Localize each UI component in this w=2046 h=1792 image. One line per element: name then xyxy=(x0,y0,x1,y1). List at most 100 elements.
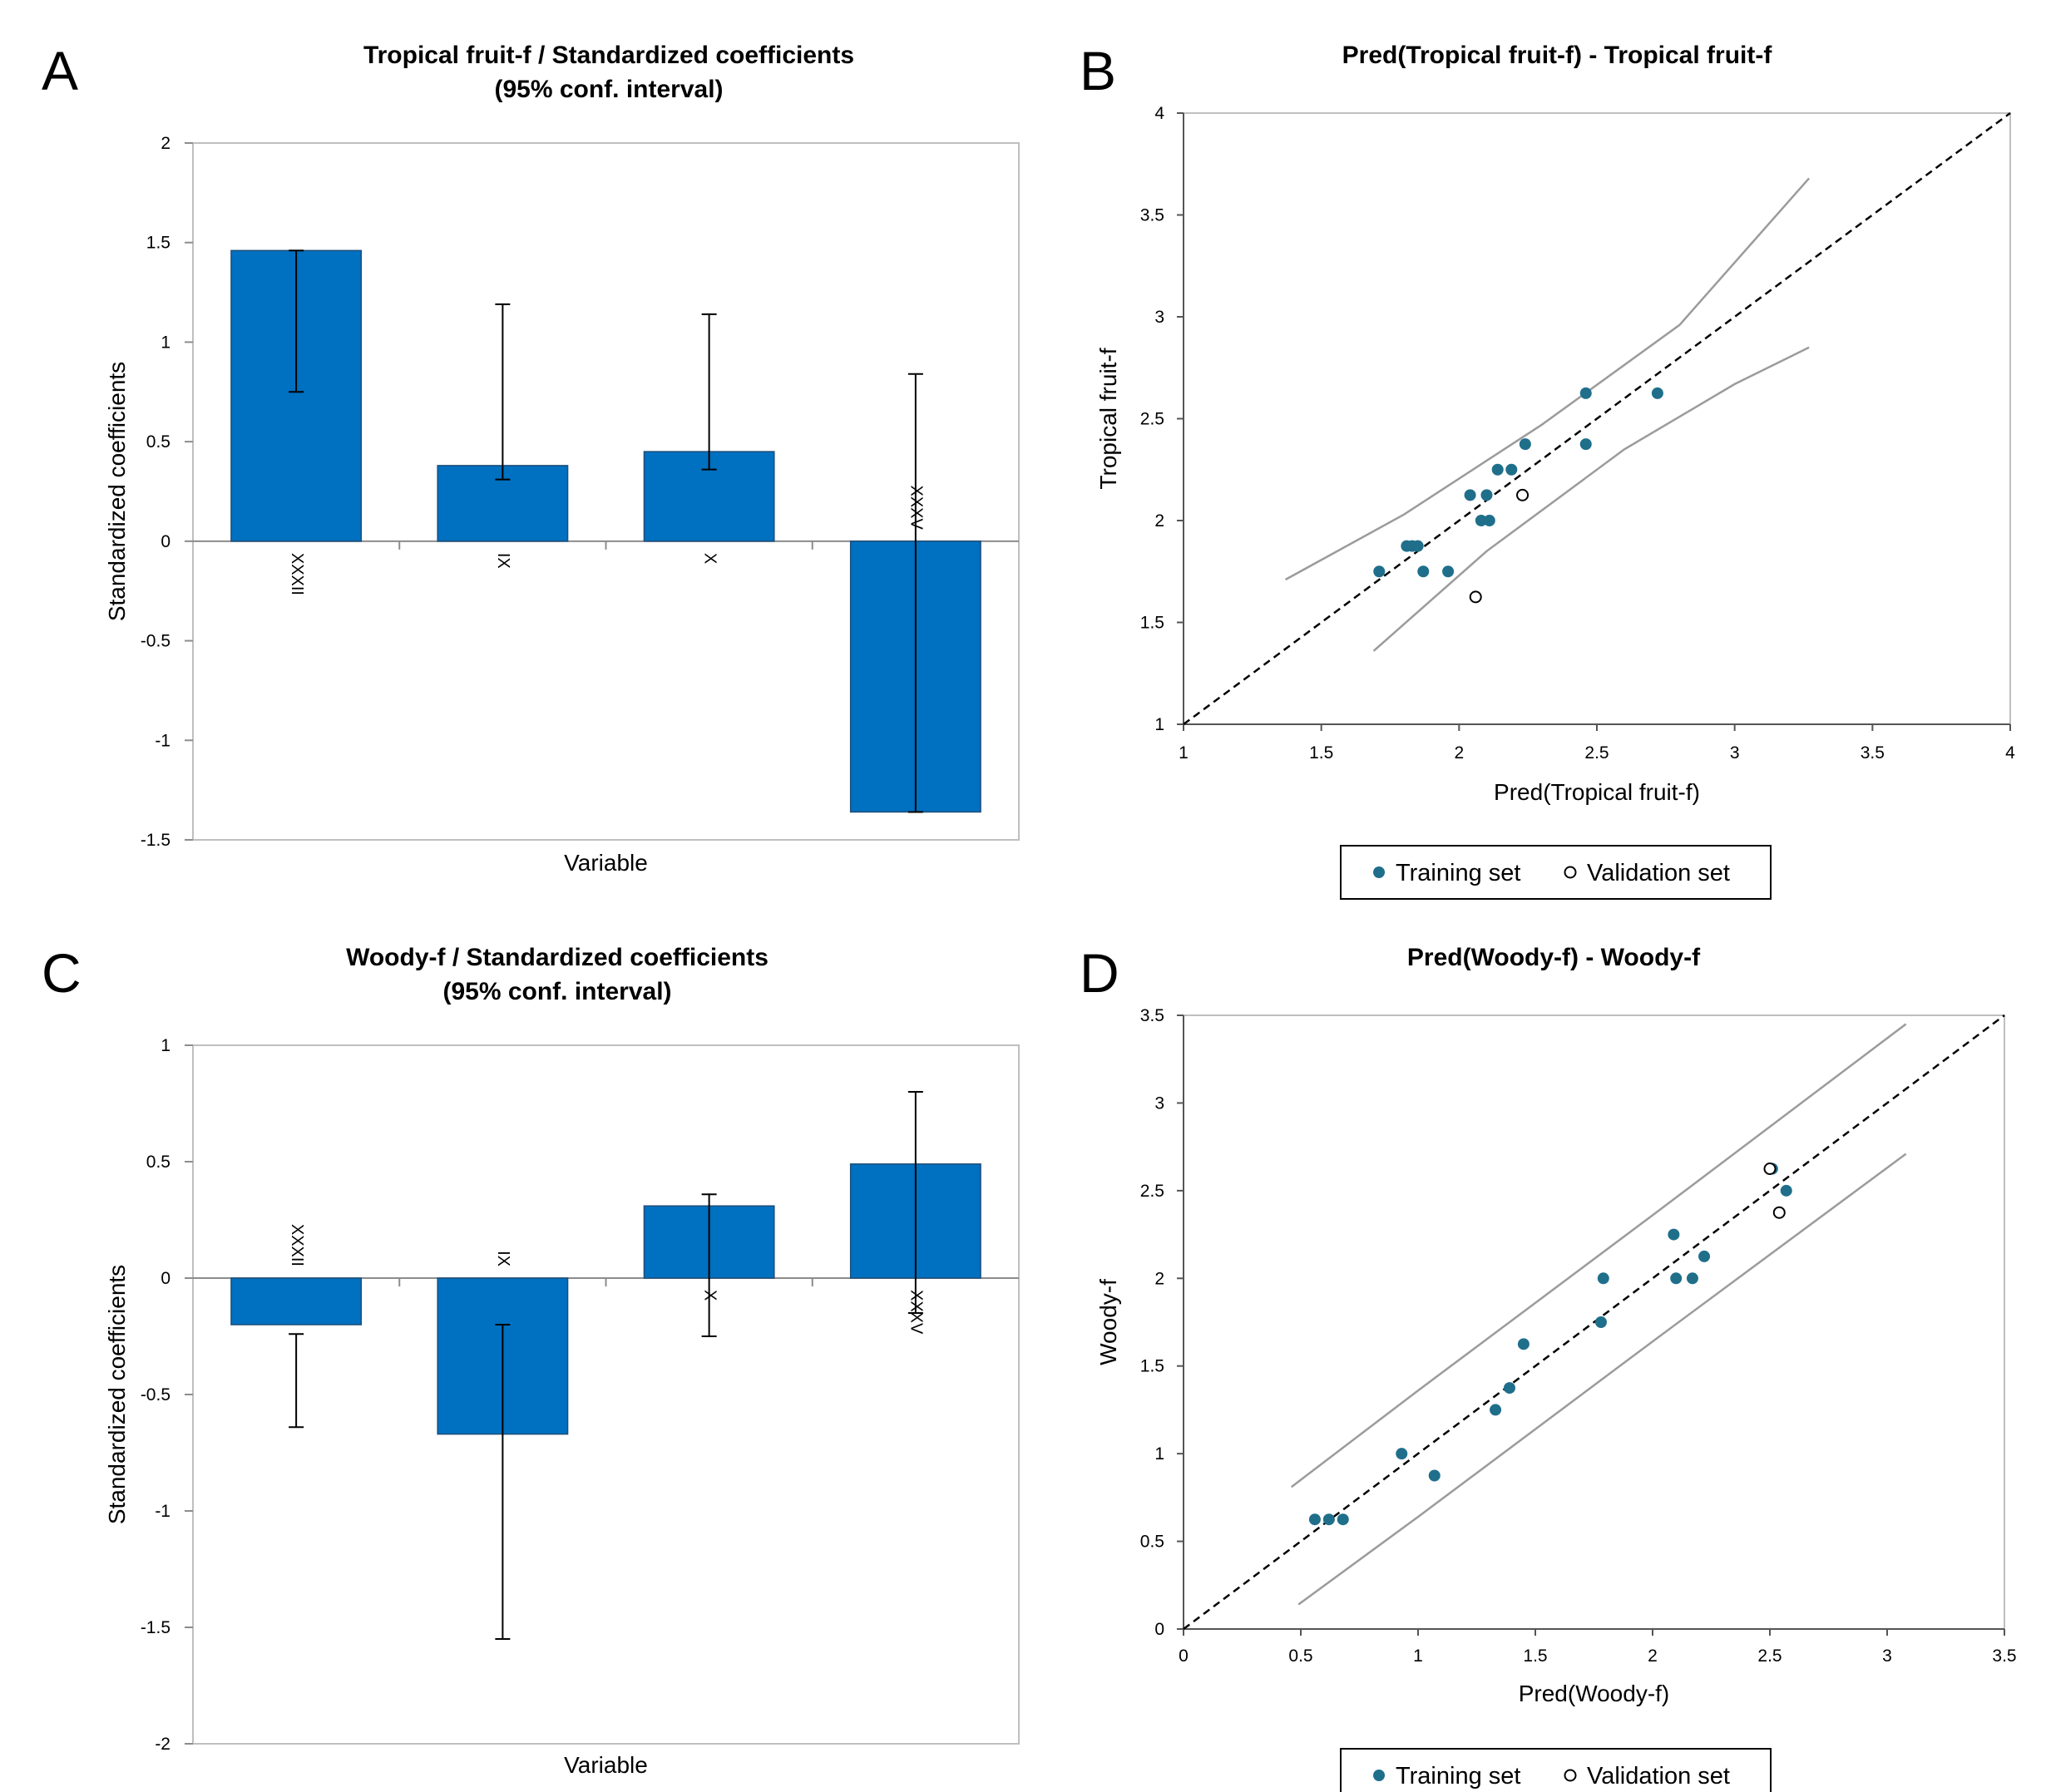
x-tick-label: 0 xyxy=(1179,1646,1189,1666)
identity-line xyxy=(1183,111,2011,726)
training-point xyxy=(1698,1250,1711,1262)
x-tick-label: 1.5 xyxy=(1309,743,1333,763)
training-point xyxy=(1442,565,1455,578)
y-tick-label: 3 xyxy=(1154,308,1164,327)
plot-frame xyxy=(192,142,1020,841)
y-tick-label: 2 xyxy=(1154,511,1164,531)
upper-confidence-band xyxy=(1284,177,1811,581)
y-tick-label: -1 xyxy=(155,1502,170,1521)
panel-letter: C xyxy=(42,942,82,1004)
training-point xyxy=(1373,565,1386,578)
panel-letter: B xyxy=(1080,40,1116,101)
panel-d: D Pred(Woody-f) - Woody-f 0 0.5 1 1.5 2 2.5 3 3.5… xyxy=(1080,942,2017,1792)
training-point xyxy=(1475,515,1487,526)
training-point xyxy=(1483,515,1495,526)
legend-training-marker xyxy=(1373,866,1385,878)
panel-letter: A xyxy=(42,40,78,101)
y-tick-label: 0.5 xyxy=(146,1153,170,1172)
y-tick-label: 1 xyxy=(1154,715,1164,734)
category-label: XXXII xyxy=(288,1224,306,1266)
y-tick-label: 0 xyxy=(161,532,170,551)
training-point xyxy=(1503,1382,1515,1395)
legend: Training set Validation set xyxy=(1340,1748,1772,1792)
chart-title: Pred(Woody-f) - Woody-f xyxy=(1407,944,1701,971)
y-axis-label: Woody-f xyxy=(1095,1279,1121,1365)
category-label: XXXII xyxy=(288,553,306,595)
validation-point xyxy=(1516,488,1530,501)
y-tick-label: 2 xyxy=(1154,1269,1164,1288)
training-point xyxy=(1491,463,1504,476)
legend: Training set Validation set xyxy=(1340,845,1772,900)
lower-confidence-band xyxy=(1297,1153,1907,1606)
training-point xyxy=(1670,1272,1683,1285)
training-point xyxy=(1686,1272,1698,1285)
chart-title: Pred(Tropical fruit-f) - Tropical fruit-… xyxy=(1342,42,1773,69)
x-axis-label: Pred(Tropical fruit-f) xyxy=(1494,779,1700,805)
y-axis-label: Standardized coefficients xyxy=(104,362,130,621)
x-tick-label: 3 xyxy=(1730,743,1740,763)
x-axis-label: Variable xyxy=(564,850,648,876)
y-axis-label: Tropical fruit-f xyxy=(1095,348,1121,489)
panel-a: A Tropical fruit-f / Standardized coeffic… xyxy=(42,40,1020,876)
training-point xyxy=(1396,1448,1408,1460)
y-tick-label: -0.5 xyxy=(141,632,170,651)
training-point xyxy=(1651,387,1663,399)
bar xyxy=(230,1277,363,1325)
panel-letter: D xyxy=(1080,942,1119,1004)
y-tick-label: 1.5 xyxy=(146,234,170,253)
y-tick-label: 3 xyxy=(1154,1093,1164,1113)
y-tick-label: 0 xyxy=(161,1269,170,1288)
training-point xyxy=(1417,565,1430,578)
x-tick-label: 3 xyxy=(1882,1646,1892,1666)
upper-confidence-band xyxy=(1290,1023,1907,1488)
training-point xyxy=(1322,1513,1335,1526)
y-tick-label: 1.5 xyxy=(1140,614,1164,633)
category-label: IX xyxy=(494,1251,512,1266)
training-point xyxy=(1480,489,1493,501)
y-tick-label: 2 xyxy=(161,134,170,153)
training-point xyxy=(1579,387,1592,399)
x-tick-label: 0.5 xyxy=(1288,1646,1312,1666)
legend-training-label: Training set xyxy=(1396,1763,1520,1790)
x-tick-label: 1 xyxy=(1413,1646,1423,1666)
y-tick-label: 2.5 xyxy=(1140,410,1164,429)
x-tick-label: 2.5 xyxy=(1757,1646,1782,1666)
training-point xyxy=(1505,463,1518,476)
y-tick-label: 0.5 xyxy=(1140,1533,1164,1552)
legend-validation-marker xyxy=(1564,866,1577,879)
legend-training-marker xyxy=(1373,1770,1385,1781)
y-tick-label: 1 xyxy=(161,333,170,352)
legend-validation-marker xyxy=(1564,1769,1577,1782)
training-point xyxy=(1579,438,1592,451)
x-axis-label: Variable xyxy=(564,1752,648,1778)
validation-point xyxy=(1772,1206,1786,1219)
training-point xyxy=(1428,1469,1441,1482)
y-tick-label: -0.5 xyxy=(141,1385,170,1404)
legend-validation-label: Validation set xyxy=(1587,1763,1730,1790)
chart-subtitle: (95% conf. interval) xyxy=(494,76,723,103)
y-tick-label: -2 xyxy=(155,1735,170,1754)
legend-validation-label: Validation set xyxy=(1587,860,1730,886)
x-axis-label: Pred(Woody-f) xyxy=(1519,1681,1670,1706)
x-tick-label: 2.5 xyxy=(1584,743,1609,763)
training-point xyxy=(1308,1513,1321,1526)
x-tick-label: 2 xyxy=(1648,1646,1658,1666)
x-tick-label: 3.5 xyxy=(1861,743,1885,763)
training-point xyxy=(1597,1272,1609,1285)
training-point xyxy=(1517,1338,1530,1350)
y-axis-label: Standardized coefficients xyxy=(104,1265,130,1524)
chart-title: Tropical fruit-f / Standardized coeffici… xyxy=(363,42,854,69)
y-tick-label: 1.5 xyxy=(1140,1357,1164,1376)
training-point xyxy=(1519,438,1531,451)
training-point xyxy=(1780,1184,1792,1197)
x-tick-label: 1.5 xyxy=(1523,1646,1547,1666)
y-tick-label: -1 xyxy=(155,731,170,750)
panel-b: B Pred(Tropical fruit-f) - Tropical fruit… xyxy=(1080,40,2015,900)
y-tick-label: 3.5 xyxy=(1140,206,1164,225)
plot-frame xyxy=(192,1044,1020,1745)
category-label: X xyxy=(700,553,719,564)
x-tick-label: 3.5 xyxy=(1992,1646,2016,1666)
validation-point xyxy=(1763,1163,1777,1175)
training-point xyxy=(1411,540,1424,552)
